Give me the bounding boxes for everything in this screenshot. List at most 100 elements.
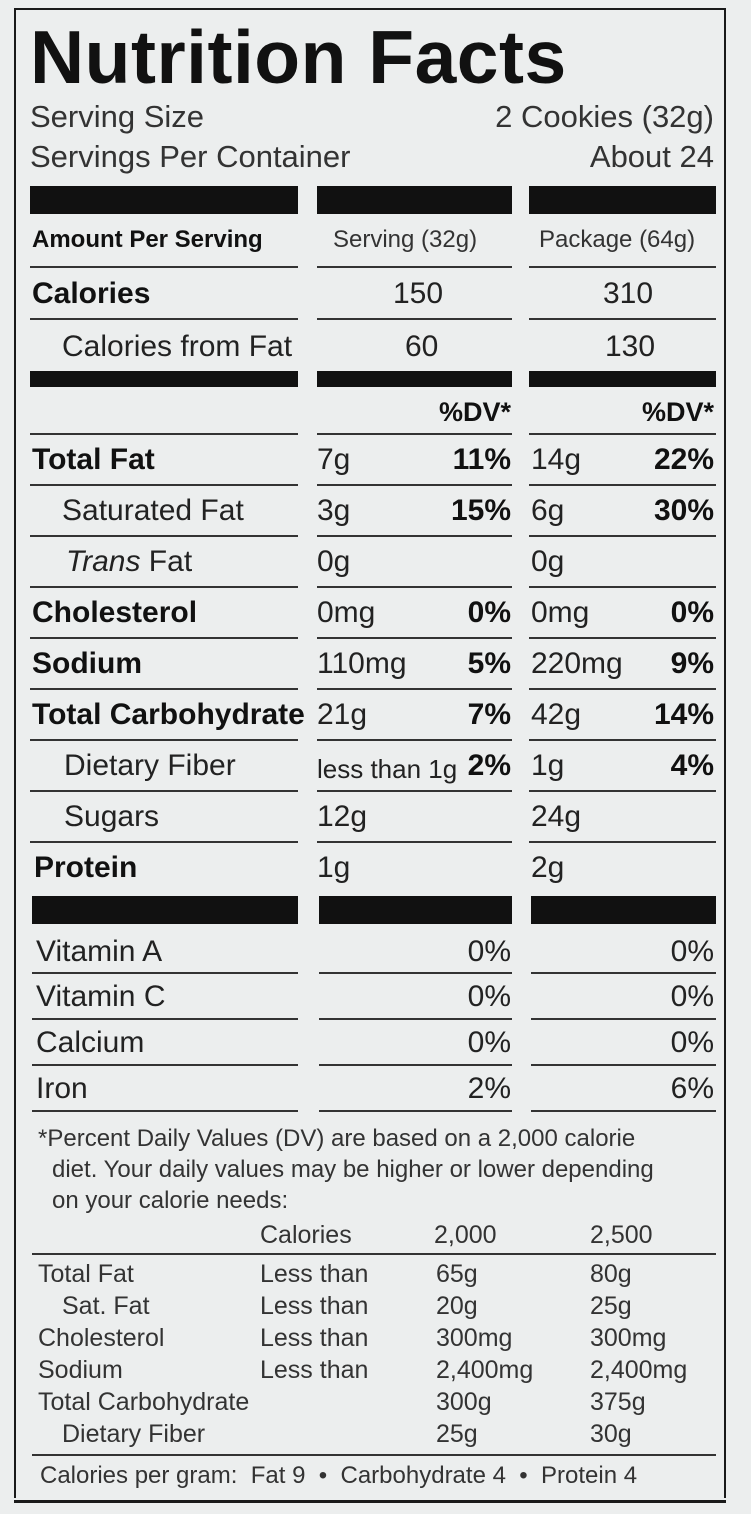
divider [30,841,298,843]
nutrient-serving-amount: 12g [317,800,368,833]
vitamin-serving-pct: 0% [467,1026,511,1059]
dv-row-2000: 300g [436,1388,492,1416]
nutrient-package-pct: 30% [653,494,714,527]
package-column-header: Package (64g) [539,226,696,253]
divider [30,637,298,639]
nutrient-package-amount: 2g [531,851,565,884]
vitamin-serving-pct: 2% [467,1072,511,1105]
nutrient-serving-pct: 15% [450,494,511,527]
thin-bar-label-col [30,371,298,387]
trans-italic: Trans [66,545,141,578]
serving-size-label: Serving Size [30,99,205,134]
thick-bar-package-col [531,896,716,924]
divider [32,1018,298,1020]
dv-table-header-calories: Calories [260,1221,352,1249]
thin-bar-package-col [529,371,716,387]
trans-fat-suffix: Fat [140,545,193,578]
nutrient-serving-pct: 5% [467,647,511,680]
nutrient-serving-amount: 1g [317,851,351,884]
dv-row-label: Total Fat [38,1260,134,1288]
nutrient-package-pct: 9% [670,647,714,680]
dv-row-2000: 65g [436,1260,478,1288]
nutrient-package-amount: 0g [531,545,565,578]
divider [319,1018,512,1020]
nutrient-serving-pct: 11% [452,443,511,476]
serving-column-header: Serving (32g) [333,226,478,253]
vitamin-label-iron: Iron [36,1072,88,1105]
dv-header-package: %DV* [641,397,714,427]
nutrient-label-total-fat: Total Fat [32,443,155,476]
divider [32,972,298,974]
dv-table-header-2500: 2,500 [590,1221,653,1249]
divider [30,790,298,792]
vitamin-label-calcium: Calcium [36,1026,145,1059]
divider [30,535,298,537]
vitamin-serving-pct: 0% [467,935,511,968]
serving-size-value: 2 Cookies (32g) [495,99,714,134]
nutrient-label-trans-fat: Trans Fat [66,545,192,579]
divider [317,739,512,741]
dv-row-qualifier: Less than [260,1324,369,1352]
thick-bar-serving-col [317,186,512,214]
calories-serving-value: 150 [393,277,444,310]
dv-row-2500: 300mg [590,1324,667,1352]
divider [531,972,716,974]
nutrient-package-amount: 0mg [531,596,590,629]
vitamin-package-pct: 0% [670,935,714,968]
vitamin-label-vitamin-c: Vitamin C [36,980,166,1013]
dv-row-label: Dietary Fiber [62,1420,206,1448]
divider [531,1110,716,1112]
dv-row-label: Sodium [38,1356,123,1384]
divider [529,790,716,792]
divider [529,586,716,588]
dv-row-label: Total Carbohydrate [38,1388,250,1416]
nutrient-package-pct: 22% [653,443,714,476]
nutrient-serving-amount: 0g [317,545,351,578]
nutrient-serving-amount: 21g [317,698,368,731]
nutrient-label-sugars: Sugars [64,800,160,833]
nutrient-label-saturated-fat: Saturated Fat [62,494,244,527]
divider [529,637,716,639]
divider [319,972,512,974]
amount-per-serving-header: Amount Per Serving [32,226,263,253]
divider [317,535,512,537]
nutrient-package-amount: 24g [531,800,582,833]
divider [317,790,512,792]
divider [529,484,716,486]
thick-bar-serving-col [319,896,512,924]
dv-row-2000: 2,400mg [436,1356,534,1384]
dv-table-header-2000: 2,000 [434,1221,497,1249]
dv-row-2500: 2,400mg [590,1356,688,1384]
dv-row-qualifier: Less than [260,1260,369,1288]
thin-bar-serving-col [317,371,512,387]
servings-per-container-label: Servings Per Container [30,139,351,174]
nutrient-package-amount: 220mg [531,647,623,680]
divider [30,688,298,690]
vitamin-package-pct: 6% [670,1072,714,1105]
thick-bar-label-col [32,896,298,924]
vitamin-serving-pct: 0% [467,980,511,1013]
dv-table-bottom-divider [32,1454,716,1456]
divider [317,637,512,639]
divider [317,266,512,268]
nutrient-serving-amount: 3g [317,494,351,527]
nutrient-package-pct: 0% [670,596,714,629]
thick-bar-label-col [30,186,298,214]
label-title: Nutrition Facts [30,15,567,99]
nutrient-label-total-carbohydrate: Total Carbohydrate [32,698,305,731]
divider [317,433,512,435]
dv-row-qualifier: Less than [260,1292,369,1320]
nutrient-serving-pct: 7% [467,698,511,731]
divider [319,1064,512,1066]
vitamin-package-pct: 0% [670,980,714,1013]
divider [30,266,298,268]
dv-row-label: Sat. Fat [62,1292,150,1320]
divider [30,433,298,435]
divider [30,586,298,588]
divider [531,1018,716,1020]
nutrient-serving-amount: 110mg [317,647,407,680]
nutrient-package-pct: 14% [653,698,714,731]
divider [317,586,512,588]
nutrient-serving-pct: 2% [467,749,511,782]
vitamin-label-vitamin-a: Vitamin A [36,935,163,968]
